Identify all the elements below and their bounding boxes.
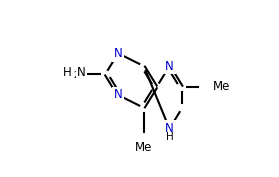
Text: H: H [63,66,72,79]
Text: Me: Me [135,141,153,154]
Text: N: N [77,66,86,79]
Text: H: H [165,133,173,142]
Text: 2: 2 [73,71,78,80]
Text: N: N [165,122,174,135]
Text: N: N [114,88,122,101]
Text: N: N [165,60,174,73]
Text: Me: Me [213,81,230,93]
Text: N: N [114,47,122,60]
